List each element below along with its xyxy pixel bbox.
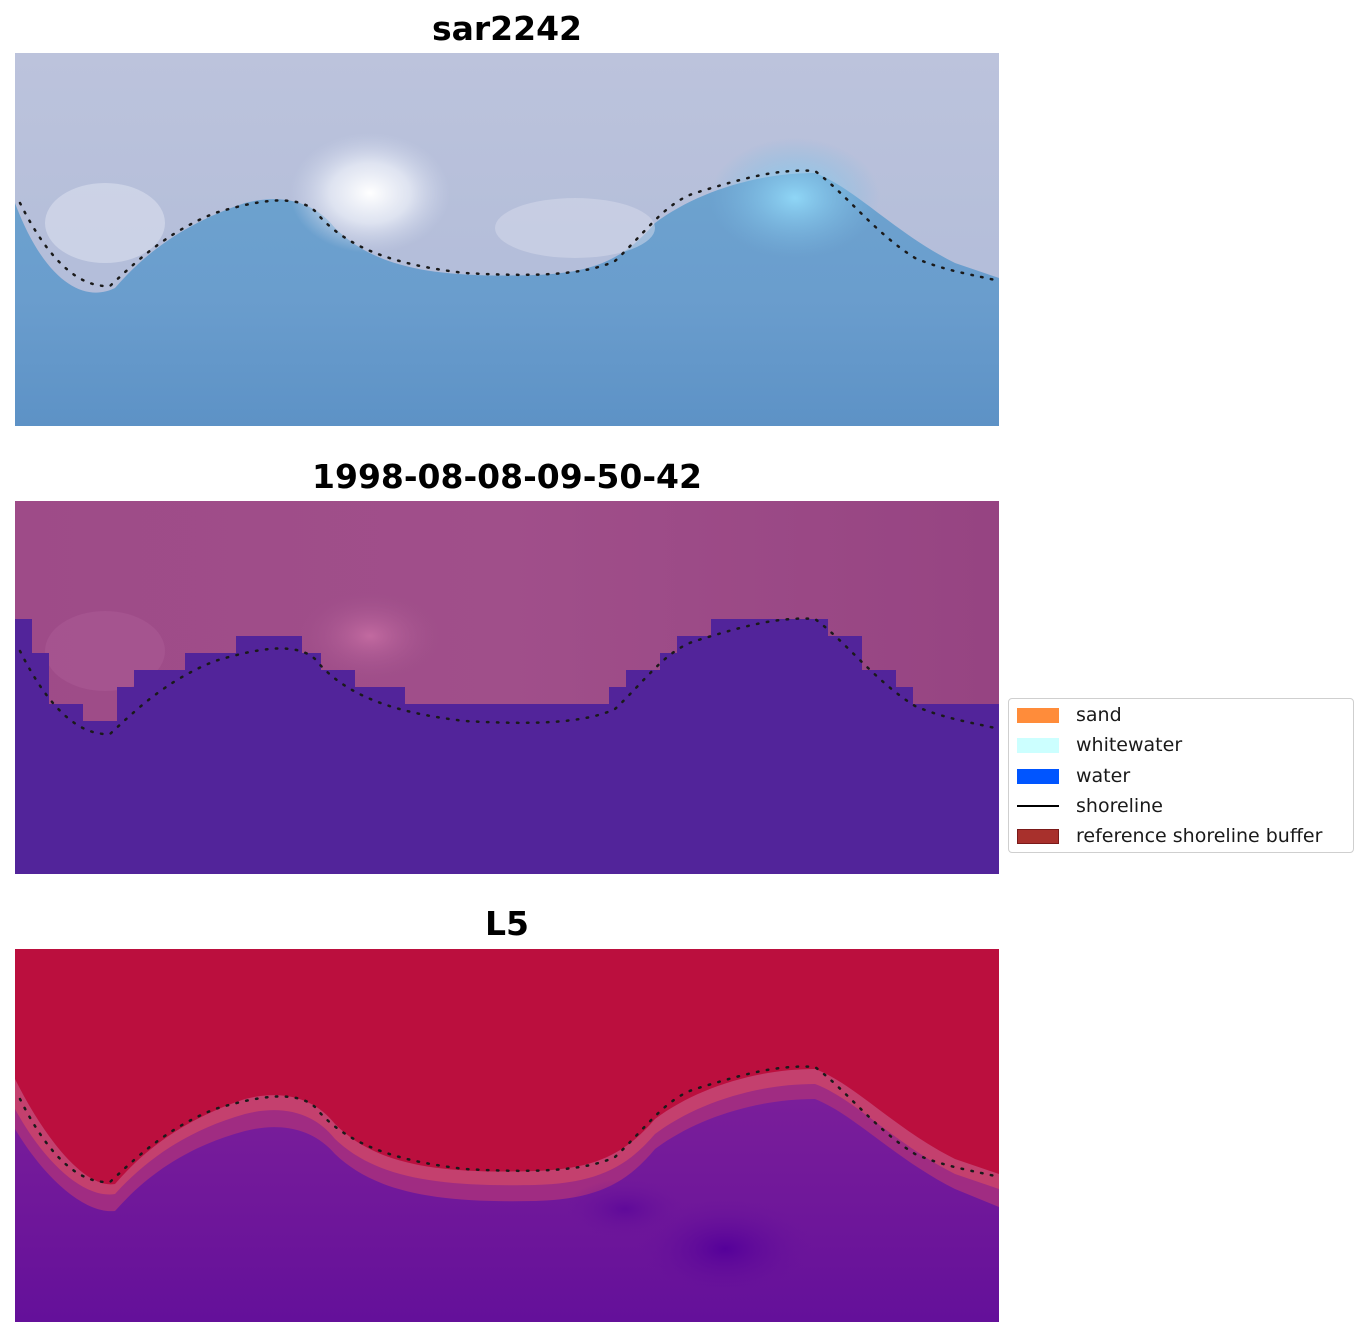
- panel-title-date: 1998-08-08-09-50-42: [312, 457, 702, 496]
- legend-item-whitewater: whitewater: [1017, 734, 1183, 756]
- legend-label-sand: sand: [1076, 704, 1122, 726]
- legend-swatch-water: [1017, 768, 1059, 784]
- legend: sand whitewater water shoreline referenc…: [1008, 698, 1354, 853]
- probability-panel: [15, 949, 999, 1322]
- classification-panel: [15, 501, 999, 874]
- legend-item-reference-buffer: reference shoreline buffer: [1017, 825, 1323, 847]
- panel-title-image: sar2242: [431, 9, 583, 48]
- satellite-image-panel: [15, 53, 999, 426]
- legend-swatch-whitewater: [1017, 737, 1059, 753]
- legend-item-sand: sand: [1017, 704, 1122, 726]
- legend-swatch-sand: [1017, 707, 1059, 723]
- legend-item-shoreline: shoreline: [1017, 795, 1163, 817]
- legend-label-water: water: [1076, 765, 1131, 787]
- legend-item-water: water: [1017, 765, 1131, 787]
- panel-title-sensor: L5: [485, 904, 529, 943]
- legend-label-whitewater: whitewater: [1076, 734, 1183, 756]
- legend-line-shoreline: [1017, 805, 1059, 807]
- legend-label-reference-buffer: reference shoreline buffer: [1076, 825, 1323, 847]
- legend-swatch-reference-buffer: [1017, 828, 1059, 844]
- legend-label-shoreline: shoreline: [1076, 795, 1163, 817]
